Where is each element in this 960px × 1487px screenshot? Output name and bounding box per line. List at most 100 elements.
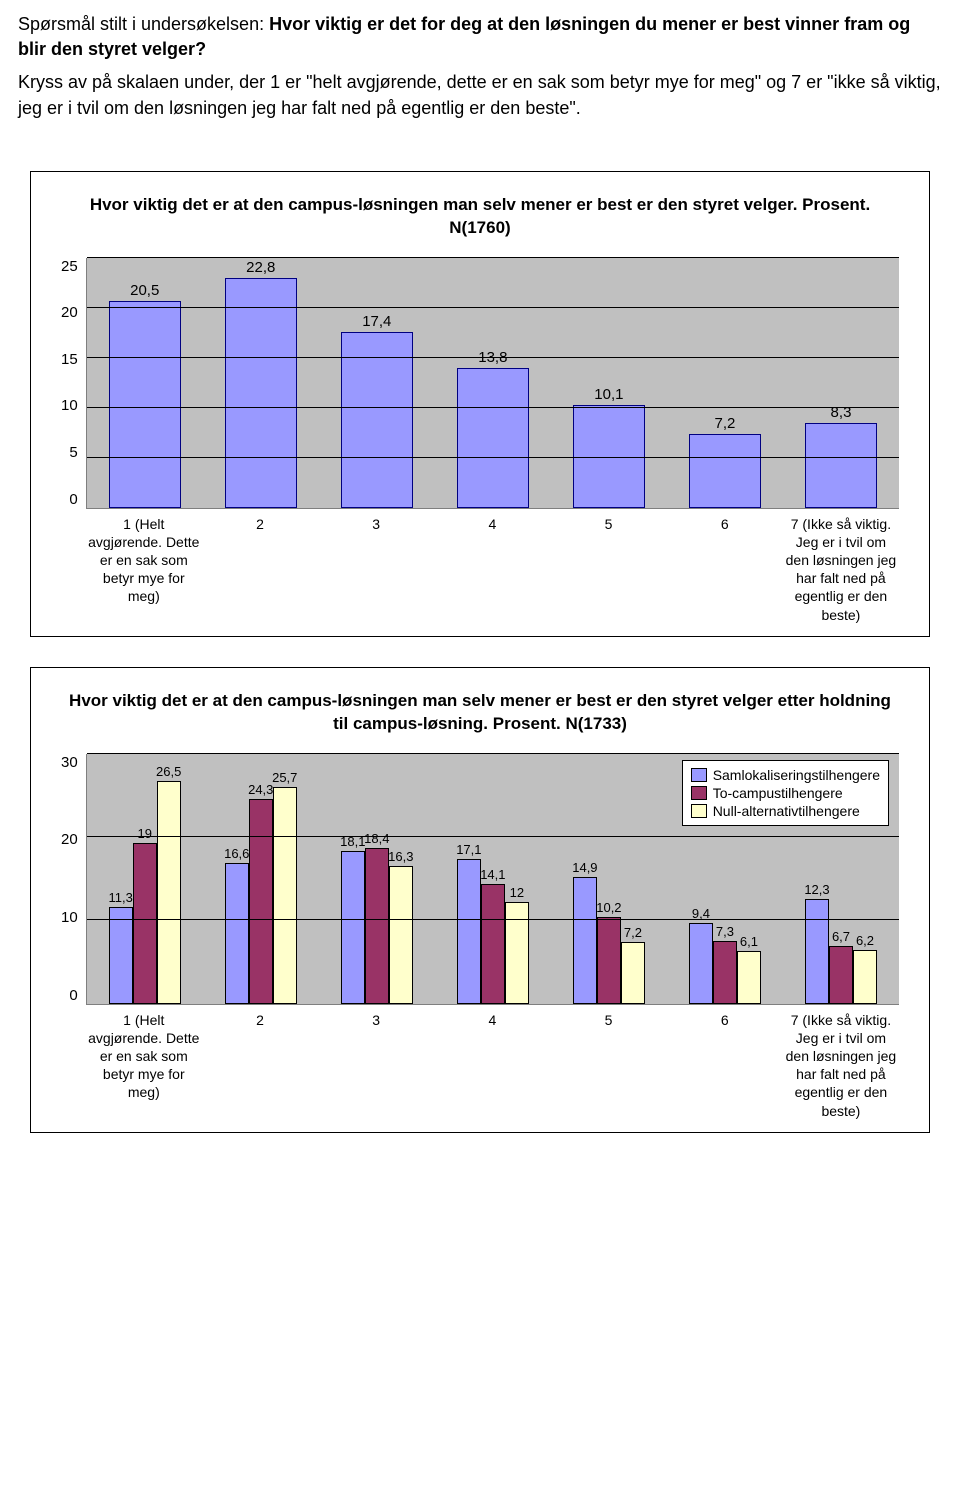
question-text: Spørsmål stilt i undersøkelsen: Hvor vik… xyxy=(18,12,942,62)
chart2-data-label: 16,6 xyxy=(224,846,249,861)
chart2-x-label: 7 (Ikke så viktig. Jeg er i tvil om den … xyxy=(783,1011,899,1120)
chart2-bar-wrap: 26,5 xyxy=(157,754,181,1004)
chart1-category-slot: 8,3 xyxy=(783,258,899,508)
chart2-category-slot: 18,118,416,3 xyxy=(319,754,435,1004)
chart2-bar: 11,3 xyxy=(109,907,133,1003)
chart2-bar-wrap: 12 xyxy=(505,754,529,1004)
chart2-legend-swatch xyxy=(691,768,707,782)
chart2-bar: 19 xyxy=(133,843,157,1003)
chart2-legend-swatch xyxy=(691,786,707,800)
chart1-category-slot: 10,1 xyxy=(551,258,667,508)
chart2-data-label: 24,3 xyxy=(248,782,273,797)
chart2-data-label: 12 xyxy=(510,885,524,900)
chart2-bar-wrap: 25,7 xyxy=(273,754,297,1004)
question-instruction: Kryss av på skalaen under, der 1 er "hel… xyxy=(18,70,942,120)
chart2-data-label: 6,7 xyxy=(832,929,850,944)
chart2-bar-group: 11,31926,5 xyxy=(109,754,181,1004)
chart1-data-label: 20,5 xyxy=(130,282,159,299)
chart2-bar-group: 14,910,27,2 xyxy=(573,754,645,1004)
chart2-bar: 17,1 xyxy=(457,859,481,1004)
chart1-x-label: 1 (Helt avgjørende. Dette er en sak som … xyxy=(86,515,202,624)
chart2-bar: 7,3 xyxy=(713,941,737,1004)
chart2-bar: 18,4 xyxy=(365,848,389,1003)
chart1-y-tick-label: 5 xyxy=(69,444,77,461)
chart2-bar: 10,2 xyxy=(597,917,621,1004)
chart2-data-label: 6,2 xyxy=(856,933,874,948)
chart1-data-label: 17,4 xyxy=(362,313,391,330)
chart2-y-axis: 3020100 xyxy=(61,754,86,1004)
chart2-plot: Samlokaliseringstilhengere To-campustilhe… xyxy=(86,754,899,1005)
chart2-data-label: 12,3 xyxy=(804,882,829,897)
chart2-x-label: 1 (Helt avgjørende. Dette er en sak som … xyxy=(86,1011,202,1120)
chart1-gridline xyxy=(87,407,899,408)
chart2-legend-label: To-campustilhengere xyxy=(713,785,843,801)
chart2-legend-row: To-campustilhengere xyxy=(691,785,880,801)
chart1-x-label: 6 xyxy=(667,515,783,624)
chart2-data-label: 14,1 xyxy=(480,867,505,882)
chart2-data-label: 7,3 xyxy=(716,924,734,939)
chart1-data-label: 22,8 xyxy=(246,259,275,276)
chart2-x-label: 3 xyxy=(318,1011,434,1120)
chart2-legend-label: Null-alternativtilhengere xyxy=(713,803,860,819)
chart2-bar-wrap: 16,3 xyxy=(389,754,413,1004)
chart2-gridline xyxy=(87,753,899,754)
chart2-bar: 6,1 xyxy=(737,951,761,1004)
chart1-bar: 17,4 xyxy=(341,332,413,508)
chart2-bar: 26,5 xyxy=(157,781,181,1004)
chart2-bar-group: 16,624,325,7 xyxy=(225,754,297,1004)
chart1-container: Hvor viktig det er at den campus-løsning… xyxy=(30,171,930,637)
chart2-bar-group: 17,114,112 xyxy=(457,754,529,1004)
chart1-category-slot: 13,8 xyxy=(435,258,551,508)
chart2-bar-wrap: 24,3 xyxy=(249,754,273,1004)
chart2-legend-row: Samlokaliseringstilhengere xyxy=(691,767,880,783)
chart2-bar: 12,3 xyxy=(805,899,829,1004)
chart1-gridline xyxy=(87,257,899,258)
chart1-plot: 20,5 22,8 17,4 13,8 10,1 7,2 8,3 xyxy=(86,258,899,509)
chart2-data-label: 6,1 xyxy=(740,934,758,949)
chart2-bar: 16,6 xyxy=(225,863,249,1003)
chart1-x-label: 3 xyxy=(318,515,434,624)
chart2-legend-label: Samlokaliseringstilhengere xyxy=(713,767,880,783)
question-lead: Spørsmål stilt i undersøkelsen: xyxy=(18,14,269,34)
chart2-bar-wrap: 16,6 xyxy=(225,754,249,1004)
chart2-bar-wrap: 10,2 xyxy=(597,754,621,1004)
chart2-bar: 9,4 xyxy=(689,923,713,1003)
chart2-category-slot: 16,624,325,7 xyxy=(203,754,319,1004)
chart1-data-label: 7,2 xyxy=(715,415,736,432)
chart2-y-tick-label: 30 xyxy=(61,754,78,771)
chart2-legend-swatch xyxy=(691,804,707,818)
chart2-bar: 7,2 xyxy=(621,942,645,1004)
chart1-y-tick-label: 25 xyxy=(61,258,78,275)
chart2-data-label: 18,4 xyxy=(364,831,389,846)
chart2-bar: 16,3 xyxy=(389,866,413,1004)
chart2-bar-wrap: 17,1 xyxy=(457,754,481,1004)
chart2-bar: 14,1 xyxy=(481,884,505,1004)
chart2-bar: 24,3 xyxy=(249,799,273,1004)
chart1-category-slot: 7,2 xyxy=(667,258,783,508)
chart2-data-label: 10,2 xyxy=(596,900,621,915)
chart2-plot-wrap: 3020100 Samlokaliseringstilhengere To-cam… xyxy=(61,754,899,1120)
chart2-y-tick-label: 10 xyxy=(61,909,78,926)
chart2-bar: 12 xyxy=(505,902,529,1004)
chart2-x-label: 6 xyxy=(667,1011,783,1120)
chart2-bar-wrap: 18,1 xyxy=(341,754,365,1004)
chart2-bar-group: 18,118,416,3 xyxy=(341,754,413,1004)
chart1-gridline xyxy=(87,357,899,358)
chart2-x-label: 5 xyxy=(550,1011,666,1120)
chart2-data-label: 19 xyxy=(137,826,151,841)
chart1-category-slot: 22,8 xyxy=(203,258,319,508)
chart2-x-labels: 1 (Helt avgjørende. Dette er en sak som … xyxy=(86,1011,899,1120)
chart1-bar: 22,8 xyxy=(225,278,297,508)
chart1-bar: 13,8 xyxy=(457,368,529,508)
chart2-data-label: 11,3 xyxy=(109,890,133,905)
chart2-data-label: 17,1 xyxy=(456,842,481,857)
chart2-category-slot: 14,910,27,2 xyxy=(551,754,667,1004)
chart1-x-label: 4 xyxy=(434,515,550,624)
chart2-data-label: 25,7 xyxy=(272,770,297,785)
chart1-title: Hvor viktig det er at den campus-løsning… xyxy=(61,194,899,240)
chart2-bar: 14,9 xyxy=(573,877,597,1003)
chart1-data-label: 10,1 xyxy=(594,386,623,403)
chart1-x-label: 2 xyxy=(202,515,318,624)
chart2-title: Hvor viktig det er at den campus-løsning… xyxy=(61,690,899,736)
chart1-gridline xyxy=(87,457,899,458)
